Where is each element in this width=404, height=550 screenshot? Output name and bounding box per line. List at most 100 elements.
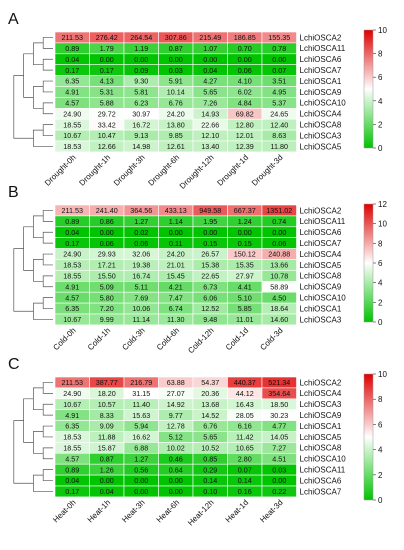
cell-value-label: 0.70 xyxy=(238,44,252,53)
cell-value-label: 1.79 xyxy=(100,44,114,53)
cell-value-label: 12.66 xyxy=(98,142,116,151)
column-label: Heat-6h xyxy=(155,498,181,524)
cell-value-label: 5.10 xyxy=(238,293,252,302)
cell-value-label: 10.67 xyxy=(63,400,81,409)
cell-value-label: 5.80 xyxy=(100,293,114,302)
cell-value-label: 0.56 xyxy=(134,465,148,474)
colorbar-tick-label: 6 xyxy=(378,420,383,429)
cell-value-label: 215.49 xyxy=(199,33,221,42)
gene-row-label: LchiOSCA8 xyxy=(300,444,342,453)
column-label: Cold-3d xyxy=(258,326,284,352)
gene-row-label: LchiOSCA6 xyxy=(300,476,342,485)
cell-value-label: 10.57 xyxy=(98,400,116,409)
cell-value-label: 0.10 xyxy=(203,487,217,496)
cell-value-label: 0.14 xyxy=(203,476,217,485)
dendrogram-branch xyxy=(42,469,53,481)
cell-value-label: 1351.02 xyxy=(266,206,292,215)
gene-row-label: LchiOSCA5 xyxy=(300,261,342,270)
cell-value-label: 5.91 xyxy=(169,77,183,86)
cell-value-label: 12.40 xyxy=(270,120,288,129)
dendrogram-branch xyxy=(42,297,53,309)
colorbar-tick-label: 6 xyxy=(378,259,383,268)
cell-value-label: 4.91 xyxy=(65,411,79,420)
heatmap-cell xyxy=(261,140,297,153)
cell-value-label: 0.22 xyxy=(272,487,286,496)
colorbar-tick-label: 12 xyxy=(378,200,387,209)
cell-value-label: 12.01 xyxy=(236,131,254,140)
dendrogram-branch xyxy=(42,102,53,115)
cell-value-label: 0.04 xyxy=(65,228,79,237)
column-label: Cold-6h xyxy=(155,326,181,352)
cell-value-label: 240.88 xyxy=(268,250,290,259)
cell-value-label: 9.85 xyxy=(169,131,183,140)
cell-value-label: 7.27 xyxy=(272,443,286,452)
cell-value-label: 15.87 xyxy=(98,443,116,452)
cell-value-label: 0.46 xyxy=(169,454,183,463)
cell-value-label: 14.93 xyxy=(201,109,219,118)
cell-value-label: 1.14 xyxy=(169,217,183,226)
column-label: Drought-6h xyxy=(146,153,181,188)
cell-value-label: 30.23 xyxy=(270,411,288,420)
cell-value-label: 18.53 xyxy=(63,142,81,151)
heatmap-panel-a: A 211.53 276.42 264.54 307.86 215.49 186.85 155… xyxy=(8,11,387,191)
colorbar-tick-label: 2 xyxy=(378,120,383,129)
cell-value-label: 6.23 xyxy=(134,98,148,107)
cell-value-label: 9.09 xyxy=(100,422,114,431)
cell-value-label: 24.65 xyxy=(270,109,288,118)
dendrogram-branch xyxy=(42,58,53,71)
cell-value-label: 0.17 xyxy=(100,66,114,75)
cell-value-label: 30.97 xyxy=(132,109,150,118)
cell-value-label: 12.78 xyxy=(167,422,185,431)
colorbar-tick-label: 4 xyxy=(378,446,383,455)
gene-row-label: LchiOSCA1 xyxy=(300,77,342,86)
cell-value-label: 27.07 xyxy=(167,389,185,398)
column-label: Heat-3d xyxy=(258,498,284,524)
panel-letter: C xyxy=(8,356,20,373)
cell-value-label: 17.21 xyxy=(98,261,116,270)
dendrogram-branch xyxy=(23,226,34,271)
colorbar-tick-label: 0 xyxy=(378,318,383,327)
cell-value-label: 4.50 xyxy=(272,293,286,302)
cell-value-label: 0.07 xyxy=(272,66,286,75)
gene-row-label: LchiOSCA1 xyxy=(300,422,342,431)
column-label: Cold-1d xyxy=(224,326,250,352)
colorbar-tick-label: 6 xyxy=(378,73,383,82)
cell-value-label: 0.15 xyxy=(238,239,252,248)
column-label: Drought-1d xyxy=(215,153,250,188)
cell-value-label: 4.57 xyxy=(65,293,79,302)
cell-value-label: 0.06 xyxy=(134,239,148,248)
cell-value-label: 7.26 xyxy=(203,98,217,107)
cell-value-label: 9.77 xyxy=(169,411,183,420)
cell-value-label: 29.72 xyxy=(98,109,116,118)
cell-value-label: 440.37 xyxy=(234,378,256,387)
cell-value-label: 276.42 xyxy=(96,33,118,42)
cell-value-label: 20.36 xyxy=(201,389,219,398)
column-label: Drought-12h xyxy=(178,153,216,191)
gene-row-label: LchiOSCA1 xyxy=(300,304,342,313)
column-label: Cold-0h xyxy=(51,326,77,352)
cell-value-label: 10.52 xyxy=(201,443,219,452)
cell-value-label: 0.06 xyxy=(238,66,252,75)
gene-row-label: LchiOSCA5 xyxy=(300,142,342,151)
colorbar xyxy=(363,373,374,501)
colorbar-tick-label: 8 xyxy=(378,239,383,248)
cell-value-label: 1.26 xyxy=(100,465,114,474)
gene-row-label: LchiOSCA3 xyxy=(300,315,342,324)
cell-value-label: 211.53 xyxy=(62,33,83,42)
cell-value-label: 31.15 xyxy=(132,389,150,398)
cell-value-label: 0.89 xyxy=(65,217,79,226)
gene-row-label: LchiOSCA9 xyxy=(300,283,342,292)
cell-value-label: 29.93 xyxy=(98,250,116,259)
cell-value-label: 11.40 xyxy=(133,400,150,409)
cell-value-label: 521.34 xyxy=(268,378,290,387)
gene-row-label: LchiOSCA5 xyxy=(300,433,342,442)
cell-value-label: 15.63 xyxy=(132,411,150,420)
dendrogram-branch xyxy=(42,80,53,93)
heatmap-cell xyxy=(261,485,297,498)
cell-value-label: 5.81 xyxy=(134,88,148,97)
cell-value-label: 26.57 xyxy=(201,250,219,259)
cell-value-label: 8.63 xyxy=(272,131,286,140)
cell-value-label: 24.90 xyxy=(63,250,81,259)
cell-value-label: 69.82 xyxy=(236,109,254,118)
heatmap-panel-b: B 211.53 241.40 364.56 433.13 949.58 667.37 135… xyxy=(8,184,387,355)
